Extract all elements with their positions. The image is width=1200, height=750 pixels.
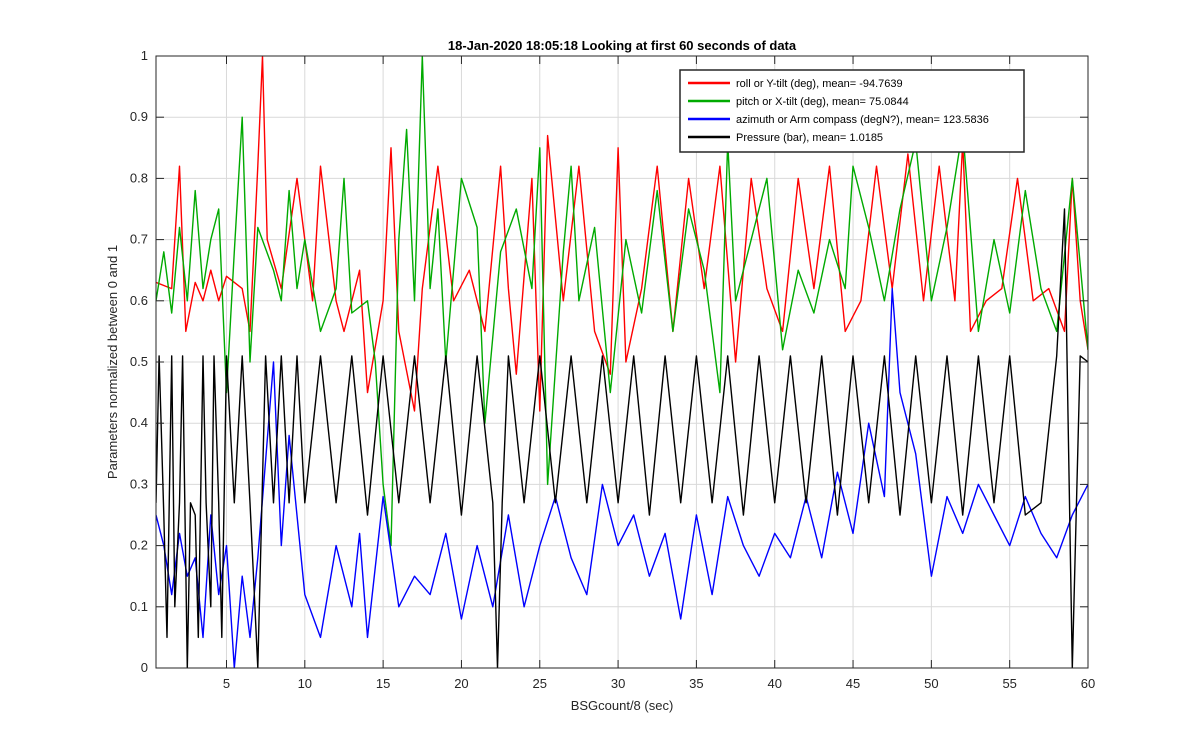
x-tick-label: 35 (689, 676, 703, 691)
y-tick-label: 0.4 (130, 415, 148, 430)
x-tick-label: 45 (846, 676, 860, 691)
x-tick-label: 20 (454, 676, 468, 691)
legend-label: azimuth or Arm compass (degN?), mean= 12… (736, 114, 989, 126)
y-tick-label: 0.6 (130, 293, 148, 308)
x-tick-label: 50 (924, 676, 938, 691)
y-tick-label: 0.9 (130, 109, 148, 124)
x-tick-label: 25 (533, 676, 547, 691)
y-tick-label: 0.3 (130, 476, 148, 491)
y-tick-label: 0.2 (130, 538, 148, 553)
y-tick-label: 0.8 (130, 170, 148, 185)
y-axis-label: Parameters normalized between 0 and 1 (105, 245, 120, 479)
x-tick-label: 40 (767, 676, 781, 691)
pressure-series-line (156, 208, 1088, 668)
y-tick-label: 0.5 (130, 354, 148, 369)
roll-series-line (156, 56, 1088, 412)
chart-title: 18-Jan-2020 18:05:18 Looking at first 60… (448, 38, 797, 53)
y-tick-label: 0 (141, 660, 148, 675)
legend-box (679, 69, 1025, 153)
x-tick-label: 15 (376, 676, 390, 691)
x-axis-label: BSGcount/8 (sec) (571, 698, 674, 713)
ticks: 5 10 15 20 25 30 35 40 45 50 55 60 0 0.1 0.2 0.3 0.4 0.5 0… (130, 48, 1095, 691)
y-tick-label: 0.1 (130, 599, 148, 614)
legend-label: roll or Y-tilt (deg), mean= -94.7639 (736, 78, 903, 90)
x-tick-label: 55 (1002, 676, 1016, 691)
x-tick-label: 10 (298, 676, 312, 691)
y-tick-label: 1 (141, 48, 148, 63)
x-tick-label: 5 (223, 676, 230, 691)
legend-label: Pressure (bar), mean= 1.0185 (736, 132, 883, 144)
legend-label: pitch or X-tilt (deg), mean= 75.0844 (736, 96, 909, 108)
x-tick-label: 30 (611, 676, 625, 691)
azimuth-series-line (156, 287, 1088, 668)
series-lines (156, 56, 1088, 668)
x-tick-label: 60 (1081, 676, 1095, 691)
pitch-series-line (156, 56, 1088, 547)
legend: roll or Y-tilt (deg), mean= -94.7639 pitc… (679, 69, 1025, 153)
y-tick-label: 0.7 (130, 232, 148, 247)
